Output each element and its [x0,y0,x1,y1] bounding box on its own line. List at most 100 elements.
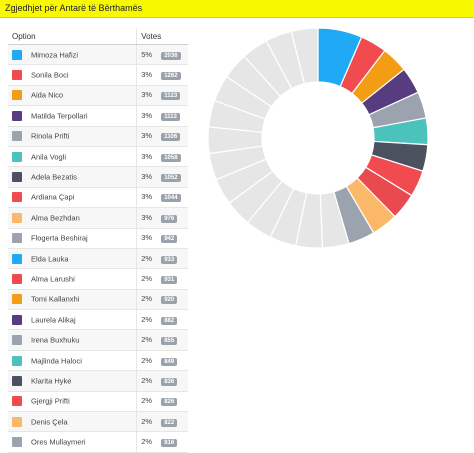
table-row: Irena Buxhuku 2% 855 [8,329,188,351]
vote-count-badge: 816 [161,439,178,448]
vote-percentage: 3% [141,212,153,222]
candidate-name: Rinola Prifti [31,131,70,141]
vote-percentage: 5% [141,49,153,59]
votes-cell: 3% 976 [136,207,188,229]
table-row: Klarita Hyke 2% 836 [8,370,188,392]
candidate-name: Alma Bezhdan [31,213,80,223]
color-swatch [12,212,22,223]
vote-count-badge: 855 [161,337,178,346]
table-row: Anila Vogli 3% 1058 [8,146,188,168]
candidate-name: Elda Lauka [31,254,69,264]
table-row: Elda Lauka 2% 933 [8,248,188,270]
votes-cell: 2% 882 [136,309,188,331]
votes-cell: 2% 816 [136,431,188,453]
candidate-name: Flogerta Beshiraj [31,233,88,243]
vote-count-badge: 882 [161,316,178,325]
color-swatch [12,49,22,60]
vote-percentage: 3% [141,110,153,120]
votes-cell: 2% 826 [136,391,188,413]
vote-count-badge: 849 [161,357,178,366]
vote-count-badge: 826 [161,398,178,407]
option-column-header: Option [8,28,138,45]
candidate-name: Denis Çela [31,417,68,427]
vote-count-badge: 931 [161,275,178,284]
votes-cell: 3% 1044 [136,187,188,209]
vote-count-badge: 822 [161,418,178,427]
votes-cell: 3% 1106 [136,126,188,147]
vote-count-badge: 1106 [161,133,181,142]
vote-percentage: 2% [141,273,153,283]
color-swatch [12,416,22,427]
option-cell: Majlinda Haloci [8,350,138,372]
candidate-name: Matilda Terpollari [31,111,88,121]
option-cell: Laurela Alikaj [8,309,138,331]
vote-count-badge: 976 [161,214,178,223]
color-swatch [12,90,22,101]
donut-slice [290,27,319,85]
option-cell: Irena Buxhuku [8,329,138,351]
results-donut-chart [207,27,429,249]
votes-cell: 2% 855 [136,329,188,351]
candidate-name: Ardiana Çapi [31,192,75,202]
option-cell: Matilda Terpollari [8,105,138,127]
table-header-row: Option Votes [8,28,188,45]
color-swatch [12,274,22,284]
vote-percentage: 3% [141,90,153,100]
option-cell: Flogerta Beshiraj [8,228,138,249]
votes-cell: 3% 1113 [136,105,188,127]
votes-cell: 2% 849 [136,350,188,372]
option-cell: Denis Çela [8,411,138,433]
candidate-name: Tomi Kallanxhi [31,294,80,304]
vote-percentage: 2% [141,294,153,304]
option-cell: Alma Larushi [8,268,138,290]
option-cell: Sonila Boci [8,64,138,86]
votes-cell: 3% 1262 [136,64,188,86]
votes-cell: 2% 920 [136,289,188,311]
candidate-name: Aida Nico [31,90,64,100]
vote-percentage: 2% [141,314,153,324]
vote-percentage: 3% [141,131,153,141]
color-swatch [12,233,22,244]
option-cell: Adela Bezatis [8,166,138,188]
option-cell: Alma Bezhdan [8,207,138,229]
votes-cell: 2% 933 [136,248,188,270]
table-row: Alma Larushi 2% 931 [8,268,188,290]
vote-percentage: 2% [141,335,153,345]
votes-cell: 2% 931 [136,268,188,290]
option-cell: Ardiana Çapi [8,187,138,209]
candidate-name: Majlinda Haloci [31,356,82,366]
vote-percentage: 3% [141,70,153,80]
vote-percentage: 3% [141,233,153,243]
color-swatch [12,314,22,325]
color-swatch [12,172,22,183]
results-table: Option Votes Mimoza Hafizi 5% 2036 Sonila B… [8,28,188,453]
vote-count-badge: 933 [161,255,178,264]
candidate-name: Adela Bezatis [31,172,77,182]
option-cell: Rinola Prifti [8,126,138,147]
votes-column-header: Votes [136,28,188,45]
table-row: Tomi Kallanxhi 2% 920 [8,289,188,311]
vote-count-badge: 920 [161,296,178,305]
table-row: Flogerta Beshiraj 3% 942 [8,228,188,249]
color-swatch [12,192,22,203]
votes-cell: 2% 836 [136,370,188,392]
votes-cell: 2% 822 [136,411,188,433]
table-row: Laurela Alikaj 2% 882 [8,309,188,331]
table-row: Alma Bezhdan 3% 976 [8,207,188,229]
candidate-name: Mimoza Hafizi [31,50,79,60]
option-cell: Elda Lauka [8,248,138,270]
vote-count-badge: 2036 [161,51,181,60]
table-row: Mimoza Hafizi 5% 2036 [8,44,188,66]
vote-percentage: 2% [141,396,153,406]
table-row: Matilda Terpollari 3% 1113 [8,105,188,127]
candidate-name: Anila Vogli [31,152,67,162]
color-swatch [12,70,22,81]
option-cell: Tomi Kallanxhi [8,289,138,311]
table-row: Majlinda Haloci 2% 849 [8,350,188,372]
candidate-name: Irena Buxhuku [31,335,80,345]
table-row: Aida Nico 3% 1123 [8,85,188,107]
color-swatch [12,131,22,142]
vote-count-badge: 942 [161,235,178,244]
votes-cell: 3% 942 [136,228,188,249]
vote-count-badge: 1058 [161,153,181,162]
